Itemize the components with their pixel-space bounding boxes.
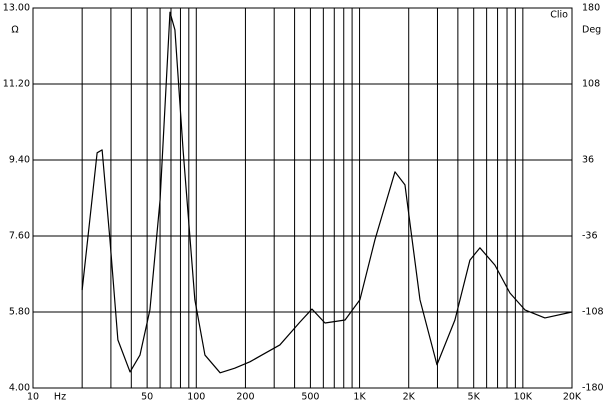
y2-tick-label: -108	[582, 307, 604, 318]
y-tick-label: 11.20	[3, 79, 30, 90]
x-tick-label: 10	[27, 392, 39, 403]
y-tick-label: 9.40	[9, 155, 30, 166]
x-tick-label: 100	[187, 392, 205, 403]
y2-tick-label: 108	[582, 79, 600, 90]
x-tick-label: 500	[301, 392, 319, 403]
x-tick-label: 2K	[403, 392, 416, 403]
x-tick-label: 10K	[514, 392, 533, 403]
x-tick-label: 20K	[563, 392, 582, 403]
y2-tick-label: 36	[582, 155, 594, 166]
x-tick-label: 200	[236, 392, 254, 403]
y-axis-label: Ω	[11, 25, 18, 36]
impedance-curve	[81, 11, 573, 374]
y-tick-label: 13.00	[3, 3, 30, 14]
y-tick-label: 4.00	[9, 383, 30, 394]
x-axis-label: Hz	[54, 392, 66, 403]
y2-axis-label: Deg	[582, 25, 601, 36]
x-tick-label: 5K	[468, 392, 481, 403]
annotation: Clio	[550, 10, 568, 21]
y2-tick-label: 180	[582, 3, 600, 14]
y-tick-label: 5.80	[9, 307, 30, 318]
x-tick-label: 1K	[353, 392, 366, 403]
y2-tick-label: -180	[582, 383, 604, 394]
plot-frame	[32, 7, 573, 389]
y-tick-label: 7.60	[9, 231, 30, 242]
y2-tick-label: -36	[582, 231, 598, 242]
x-tick-label: 50	[141, 392, 153, 403]
